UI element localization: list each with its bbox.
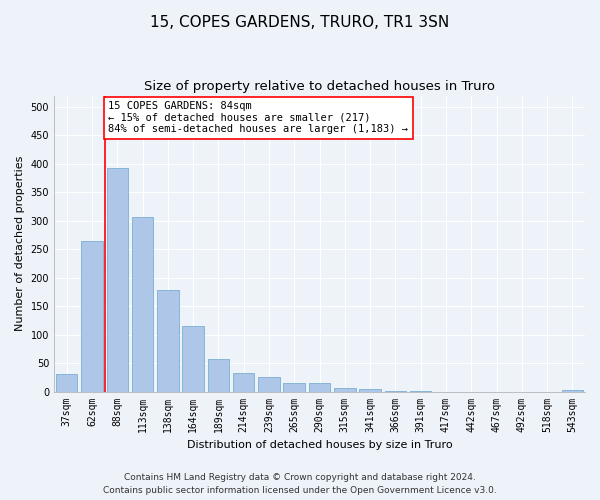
Bar bbox=[309, 383, 330, 392]
Text: 15 COPES GARDENS: 84sqm
← 15% of detached houses are smaller (217)
84% of semi-d: 15 COPES GARDENS: 84sqm ← 15% of detache… bbox=[109, 101, 409, 134]
Title: Size of property relative to detached houses in Truro: Size of property relative to detached ho… bbox=[144, 80, 495, 93]
Bar bbox=[182, 326, 204, 392]
Bar bbox=[410, 391, 431, 392]
Bar bbox=[132, 217, 153, 392]
Bar bbox=[107, 168, 128, 392]
X-axis label: Distribution of detached houses by size in Truro: Distribution of detached houses by size … bbox=[187, 440, 452, 450]
Bar bbox=[208, 358, 229, 392]
Bar bbox=[385, 391, 406, 392]
Y-axis label: Number of detached properties: Number of detached properties bbox=[15, 156, 25, 331]
Bar bbox=[157, 290, 179, 392]
Bar bbox=[233, 374, 254, 392]
Bar bbox=[334, 388, 356, 392]
Bar bbox=[81, 240, 103, 392]
Bar bbox=[283, 383, 305, 392]
Text: Contains HM Land Registry data © Crown copyright and database right 2024.
Contai: Contains HM Land Registry data © Crown c… bbox=[103, 474, 497, 495]
Bar bbox=[258, 378, 280, 392]
Bar bbox=[56, 374, 77, 392]
Bar bbox=[359, 390, 381, 392]
Bar bbox=[562, 390, 583, 392]
Text: 15, COPES GARDENS, TRURO, TR1 3SN: 15, COPES GARDENS, TRURO, TR1 3SN bbox=[151, 15, 449, 30]
